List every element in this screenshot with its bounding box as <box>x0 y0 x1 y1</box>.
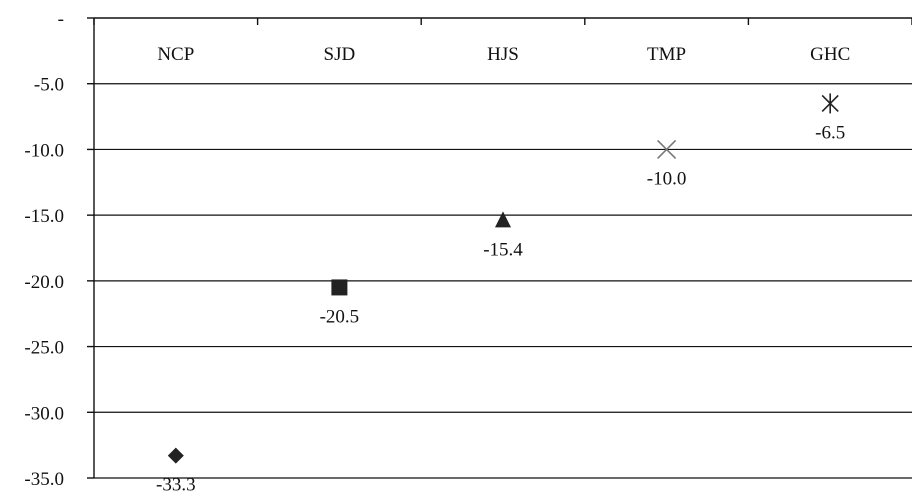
x-category-label: HJS <box>487 44 519 65</box>
x-category-label: TMP <box>647 44 686 65</box>
data-point-asterisk <box>821 93 839 114</box>
y-tick-label: -15.0 <box>24 206 64 227</box>
data-point-x <box>657 139 677 159</box>
y-tick-label: -10.0 <box>24 140 64 161</box>
data-point-square <box>331 279 348 296</box>
x-category-label: GHC <box>810 44 850 65</box>
y-tick-label: - <box>58 9 64 30</box>
data-label: -6.5 <box>815 122 845 143</box>
y-tick-label: -20.0 <box>24 272 64 293</box>
x-category-label: NCP <box>157 44 194 65</box>
data-label: -33.3 <box>156 475 196 496</box>
data-label: -20.5 <box>320 306 360 327</box>
y-tick-label: -5.0 <box>34 75 64 96</box>
data-label: -15.4 <box>483 239 523 260</box>
y-tick-label: -30.0 <box>24 403 64 424</box>
y-tick-label: -35.0 <box>24 469 64 490</box>
data-label: -10.0 <box>647 168 687 189</box>
data-point-triangle <box>495 211 511 228</box>
data-point-diamond <box>167 447 184 464</box>
y-tick-label: -25.0 <box>24 338 64 359</box>
x-category-label: SJD <box>324 44 356 65</box>
